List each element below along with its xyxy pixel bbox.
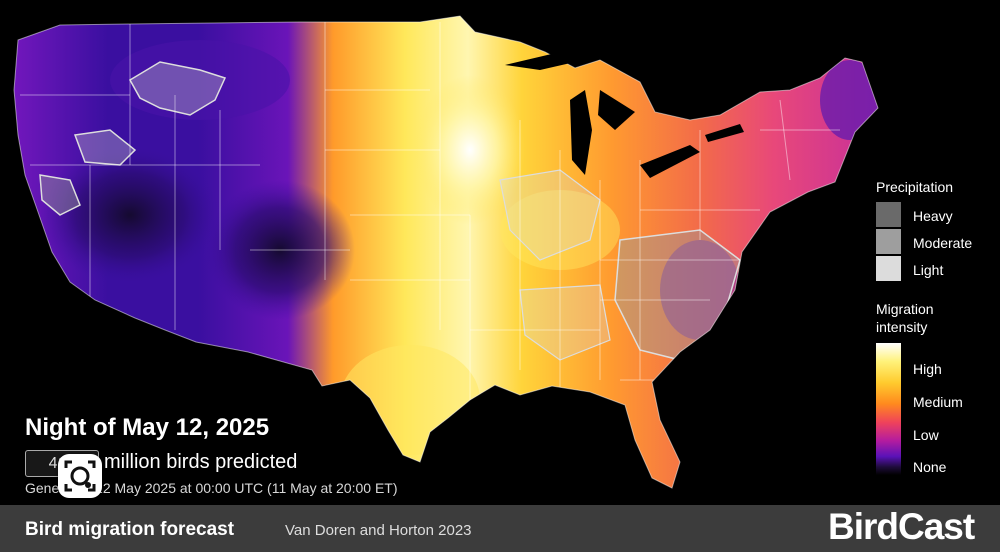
intensity-high-label: High (913, 361, 942, 377)
night-title: Night of May 12, 2025 (25, 414, 270, 441)
precip-moderate-swatch (876, 229, 901, 254)
footer-credit: Van Doren and Horton 2023 (285, 522, 472, 539)
great-lakes (505, 48, 744, 178)
migration-intensity-map (13, 15, 879, 489)
precip-heavy-label: Heavy (913, 208, 953, 224)
intensity-low-label: Low (913, 427, 939, 443)
intensity-legend-title-line1: Migration (876, 301, 934, 317)
precip-light-swatch (876, 256, 901, 281)
intensity-colorbar (876, 343, 901, 475)
birdcast-logo: BirdCast (828, 506, 975, 547)
footer-title: Bird migration forecast (25, 519, 235, 540)
precip-moderate-label: Moderate (913, 235, 973, 251)
lens-icon[interactable] (58, 454, 102, 498)
precip-area (499, 169, 601, 261)
precip-area (519, 284, 611, 361)
precip-area (73, 129, 137, 166)
precip-heavy-swatch (876, 202, 901, 227)
intensity-medium-label: Medium (913, 394, 963, 410)
footer-bar (0, 505, 1000, 552)
bird-count-label: million birds predicted (104, 451, 298, 473)
precip-area (128, 61, 227, 116)
generated-timestamp: Generated 12 May 2025 at 00:00 UTC (11 M… (25, 480, 398, 496)
intensity-legend-title-line2: intensity (876, 319, 928, 335)
precipitation-legend-title: Precipitation (876, 179, 954, 195)
state-boundaries (20, 22, 840, 400)
precip-light-label: Light (913, 262, 944, 278)
precip-area (39, 174, 81, 216)
intensity-none-label: None (913, 459, 947, 475)
